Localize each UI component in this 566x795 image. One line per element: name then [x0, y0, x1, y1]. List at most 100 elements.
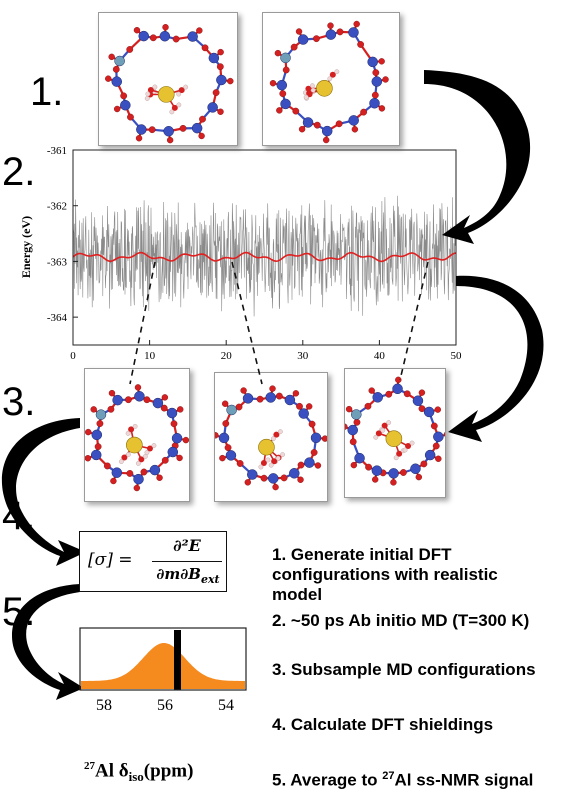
silicon-atom — [167, 446, 179, 458]
silicon-atom — [208, 52, 220, 64]
hydrogen-atom — [373, 434, 379, 440]
oxygen-atom — [179, 124, 187, 132]
oxygen-atom — [224, 444, 232, 452]
oxygen-atom — [135, 135, 143, 142]
silicon-atom — [90, 449, 102, 461]
silicon-atom — [242, 393, 254, 404]
water-oxygen-atom — [375, 430, 382, 437]
metal-cation-atom — [385, 430, 403, 447]
md-energy-plot: -361 -362 -363 -364 0 10 20 30 40 50 Energy (eV) — [19, 145, 462, 360]
hydrogen-atom — [277, 429, 283, 435]
silicon-atom — [111, 76, 123, 87]
desc-step-5-text-a: 5. Average to — [272, 770, 383, 790]
oxygen-atom — [156, 474, 163, 481]
oxygen-atom — [371, 91, 379, 99]
hydrogen-atom — [135, 461, 141, 466]
zeolite-cluster-image — [341, 376, 451, 486]
hydrogen-atom — [275, 455, 281, 461]
hydrogen-atom — [152, 84, 158, 90]
oxygen-atom — [148, 126, 156, 134]
oxygen-atom — [292, 107, 300, 115]
silicon-atom — [166, 407, 178, 419]
hydrogen-atom — [393, 455, 399, 461]
silicon-atom — [207, 102, 218, 113]
energy-raw-trace — [72, 195, 457, 317]
oxygen-atom — [162, 24, 169, 31]
hydrogen-atom — [402, 447, 408, 453]
zeolite-cluster-image — [105, 24, 234, 144]
oxygen-atom — [161, 456, 169, 464]
hydrogen-atom — [334, 69, 340, 75]
oxygen-atom — [177, 406, 184, 413]
oxygen-atom — [403, 390, 411, 398]
oxygen-atom — [435, 455, 442, 462]
hydrogen-atom — [265, 457, 271, 463]
md-sample-configuration-1 — [84, 368, 190, 502]
hydrogen-atom — [310, 83, 315, 89]
silicon-atom — [284, 394, 296, 406]
oxygen-atom — [96, 420, 104, 427]
silicon-atom — [410, 463, 421, 474]
step-1-number: 1. — [30, 70, 64, 114]
energy-plot-frame — [72, 149, 457, 346]
hydrogen-atom — [280, 452, 285, 458]
energy-y-tick-label: -362 — [47, 201, 67, 213]
desc-step-3: 3. Subsample MD configurations — [272, 660, 536, 679]
formula-numerator: ∂²E — [173, 536, 201, 555]
silicon-atom — [112, 394, 123, 406]
step-2-number: 2. — [2, 150, 36, 194]
step-3-number: 3. — [2, 380, 36, 424]
aluminum-atom — [95, 409, 107, 420]
silicon-atom — [298, 408, 309, 419]
silicon-atom — [111, 467, 123, 478]
initial-configuration-1 — [98, 12, 238, 146]
metal-cation-atom — [126, 436, 143, 454]
formula-fraction-bar — [152, 561, 222, 562]
oxygen-atom — [149, 34, 157, 42]
desc-step-1-line3: model — [272, 585, 323, 604]
hydrogen-atom — [142, 454, 148, 459]
energy-running-average-line — [72, 251, 457, 263]
desc-step-2: 2. ~50 ps Ab initio MD (T=300 K) — [272, 611, 530, 630]
energy-y-tick-label: -363 — [47, 256, 68, 268]
oxygen-atom — [276, 107, 283, 114]
energy-x-tick-label: 10 — [144, 350, 156, 360]
oxygen-atom — [353, 20, 360, 28]
silicon-atom — [136, 124, 147, 135]
silicon-atom — [302, 117, 314, 128]
oxygen-atom — [110, 477, 117, 485]
oxygen-atom — [85, 428, 92, 436]
oxygen-atom — [371, 476, 379, 483]
zeolite-cluster-image — [84, 384, 190, 492]
aluminum-atom — [280, 52, 291, 64]
energy-raw-series — [72, 195, 457, 317]
silicon-atom — [187, 31, 198, 42]
hydrogen-atom — [125, 452, 131, 457]
oxygen-atom — [305, 403, 313, 410]
silicon-atom — [304, 457, 315, 468]
formula-denominator-main: ∂m∂B — [156, 565, 201, 583]
silicon-atom — [265, 392, 276, 403]
water-oxygen-atom — [405, 443, 412, 450]
water-oxygen-atom — [306, 90, 313, 97]
silicon-atom — [392, 383, 403, 395]
oxygen-atom — [143, 396, 151, 404]
energy-y-tick-label: -364 — [47, 312, 68, 324]
water-oxygen-atom — [146, 445, 153, 452]
silicon-atom — [354, 452, 365, 464]
nmr-x-tick-56: 56 — [157, 697, 173, 714]
hydrogen-atom — [125, 430, 131, 436]
oxygen-atom — [108, 53, 115, 61]
water-oxygen-atom — [128, 426, 135, 433]
oxygen-atom — [418, 389, 426, 396]
energy-y-tick-label: -361 — [47, 145, 67, 157]
hydrogen-atom — [258, 464, 264, 470]
oxygen-atom — [290, 43, 298, 51]
energy-x-tick-label: 20 — [221, 350, 233, 360]
hydrogen-atom — [176, 102, 182, 108]
silicon-atom — [388, 468, 399, 479]
hydrogen-atom — [144, 96, 150, 101]
water-oxygen-atom — [147, 86, 154, 93]
oxygen-atom — [236, 460, 244, 467]
curved-arrow-step3-to-step4 — [1, 418, 87, 566]
